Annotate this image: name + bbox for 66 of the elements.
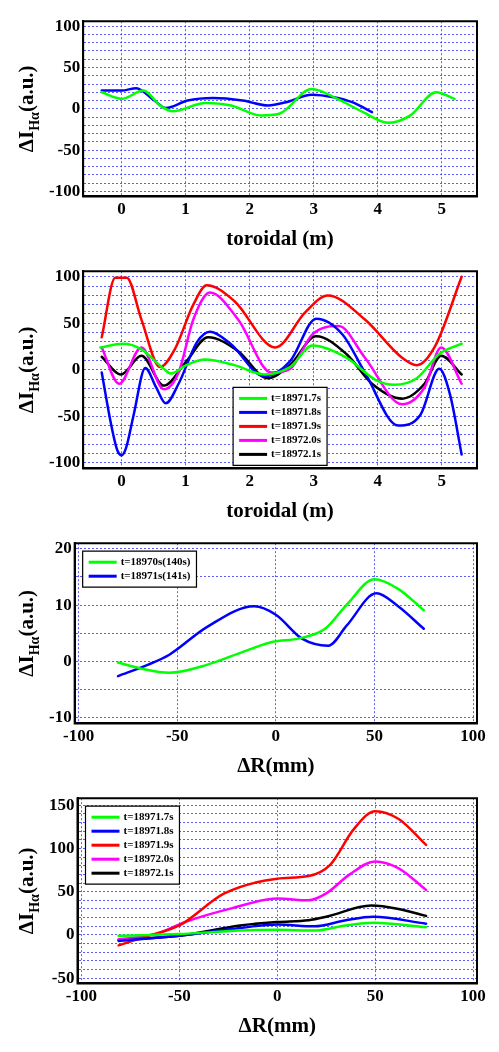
x-axis-title: ΔR(mm)	[238, 1012, 316, 1037]
legend-label: t=18971.7s	[271, 391, 322, 404]
x-tick-label: 100	[460, 985, 486, 1005]
legend-label: t=18971.9s	[271, 419, 322, 432]
x-tick-label: 0	[271, 725, 281, 745]
x-tick-label: -50	[168, 985, 191, 1005]
x-axis-title: ΔR(mm)	[237, 752, 315, 777]
y-tick-label: 50	[57, 881, 75, 901]
y-tick-label: -100	[48, 180, 81, 200]
legend-label: t=18972.1s	[123, 866, 175, 879]
x-tick-label: 5	[437, 470, 447, 490]
x-tick-label: 2	[245, 198, 254, 218]
line-series	[100, 275, 463, 369]
legend-label: t=18972.1s	[271, 447, 322, 460]
legend-label: t=18972.0s	[123, 852, 175, 865]
line-series	[117, 809, 428, 947]
x-tick-label: 1	[181, 198, 190, 218]
y-tick-label: 10	[54, 594, 72, 614]
y-tick-label: 100	[49, 837, 75, 857]
y-tick-label: 0	[71, 359, 81, 379]
y-axis-title: ΔIHα(a.u.)	[14, 589, 42, 677]
legend-label: t=18972.0s	[271, 433, 322, 446]
y-tick-label: 0	[66, 924, 75, 944]
y-tick-label: -10	[48, 707, 72, 727]
y-axis-title: ΔIHα(a.u.)	[14, 65, 42, 153]
x-axis-title: toroidal (m)	[226, 225, 334, 250]
x-tick-label: 50	[366, 985, 384, 1005]
legend-label: t=18971.9s	[123, 838, 175, 851]
x-tick-label: 3	[309, 470, 318, 490]
x-tick-label: 2	[245, 470, 254, 490]
x-tick-label: 0	[117, 198, 126, 218]
y-tick-label: 0	[71, 98, 81, 118]
y-tick-label: 100	[54, 266, 81, 286]
x-axis-title: toroidal (m)	[226, 497, 334, 522]
y-tick-label: 50	[63, 56, 81, 76]
line-series	[100, 317, 463, 457]
y-tick-label: 20	[54, 538, 72, 558]
x-tick-label: 100	[460, 725, 486, 745]
legend-label: t=18971.8s	[271, 405, 322, 418]
legend-label: t=18971.7s	[123, 810, 175, 823]
x-tick-label: 4	[373, 470, 383, 490]
y-axis-title: ΔIHα(a.u.)	[14, 326, 42, 414]
legend-label: t=18970s(140s)	[120, 555, 191, 569]
y-tick-label: 0	[63, 650, 72, 670]
line-series	[100, 87, 456, 125]
y-tick-label: 50	[63, 312, 81, 332]
y-tick-label: -50	[57, 139, 81, 159]
x-tick-label: 1	[181, 470, 190, 490]
x-tick-label: 0	[273, 985, 282, 1005]
y-tick-label: -50	[57, 405, 81, 425]
x-tick-label: 5	[437, 198, 447, 218]
y-tick-label: 100	[54, 15, 81, 35]
line-series	[99, 342, 463, 386]
x-tick-label: -50	[165, 725, 189, 745]
legend-label: t=18971s(141s)	[120, 569, 191, 583]
y-tick-label: -100	[48, 452, 81, 472]
x-tick-label: 50	[365, 725, 383, 745]
x-tick-label: 3	[309, 198, 318, 218]
y-axis-title: ΔIHα(a.u.)	[14, 847, 42, 935]
x-tick-label: 4	[373, 198, 383, 218]
y-tick-label: 150	[49, 794, 75, 814]
line-series	[117, 921, 428, 938]
y-tick-label: -50	[51, 967, 75, 987]
legend-label: t=18971.8s	[123, 824, 175, 837]
x-tick-label: 0	[117, 470, 126, 490]
line-series	[116, 592, 425, 678]
